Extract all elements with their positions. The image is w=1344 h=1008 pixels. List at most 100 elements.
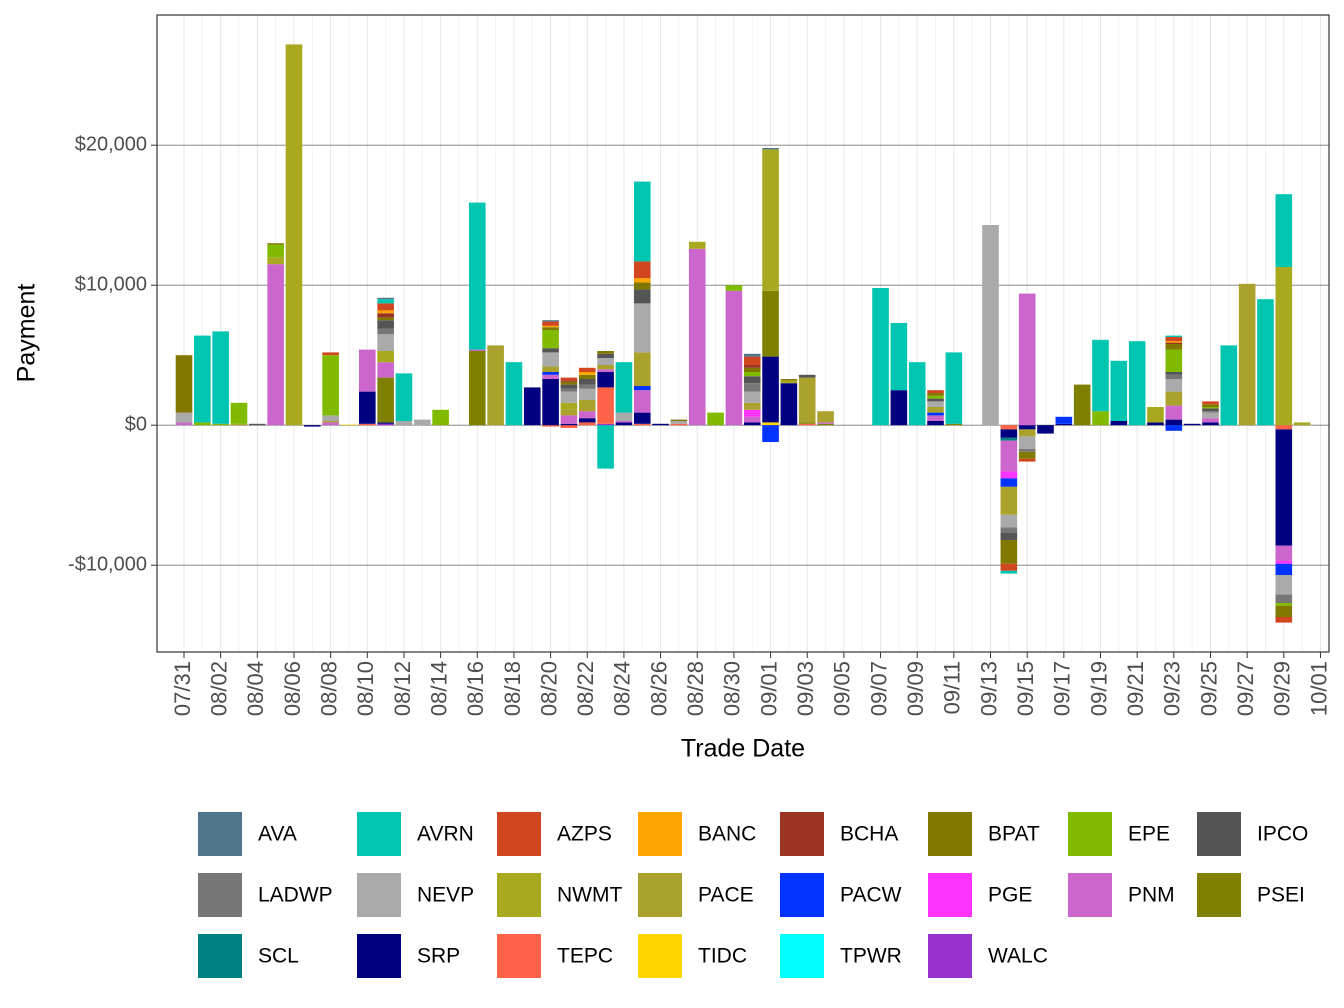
bar-segment [652,423,669,426]
bar-segment [597,351,614,354]
bar-segment [560,388,578,392]
legend: AVA AVRN AZPS BANC BCHA BPAT EPE IPCO LADWP NEVP N… [198,812,1308,978]
bar-segment [633,261,651,279]
bar-segment [377,422,394,424]
bar-segment [1275,545,1293,561]
y-axis-title: Payment [13,284,41,383]
bar-segment [175,412,193,423]
bar-segment [1073,384,1091,426]
bar-segment [212,331,229,424]
bar-segment [560,402,578,410]
bar-segment [743,409,761,417]
y-tick-label: $0 [125,413,147,435]
bar-segment [597,369,614,372]
bar-segment [597,423,614,426]
bar-segment [1275,425,1293,430]
bar-segment [743,402,761,410]
bar-segment [1018,293,1036,426]
legend-label: PACE [698,884,754,907]
bar-segment [725,290,743,426]
bar-segment [377,351,394,363]
x-tick-label: 09/11 [940,661,965,714]
legend-key [638,873,682,917]
bar-segment [743,391,761,403]
legend-key [497,812,541,856]
bar-segment [377,299,394,304]
bar-segment [1110,421,1128,426]
bar-segment [743,376,761,384]
bar-segment [377,320,394,329]
x-tick-label: 08/22 [573,661,598,716]
bar-segment [743,372,761,377]
bar-segment [597,372,614,388]
bar-segment [633,282,651,290]
bar-segment [1275,575,1293,595]
bar-segment [1000,440,1018,472]
bar-segment [542,374,559,379]
bar-segment [890,323,908,391]
bar-segment [578,411,596,419]
bar-segment [578,372,596,375]
bar-segment [267,243,284,245]
x-tick-label: 08/18 [500,661,525,716]
bar-segment [670,421,688,424]
bar-segment [908,362,926,426]
bar-segment [798,377,816,423]
bar-segment [1000,570,1018,574]
bar-segment [230,402,248,424]
legend-label: AVRN [417,823,474,846]
x-axis-title: Trade Date [681,735,805,763]
bar-segment [377,423,394,426]
bar-segment [377,310,394,314]
legend-key [357,934,401,978]
bar-segment [817,411,834,423]
bar-segment [743,353,761,357]
bar-segment [633,181,651,262]
bar-segment [1202,408,1219,412]
bar-segment [542,327,559,330]
legend-key [198,873,242,917]
bar-segment [1275,429,1293,546]
bar-segment [377,313,394,318]
x-tick-label: 09/09 [903,661,928,716]
bar-segment [322,421,339,423]
bar-segment [633,423,651,426]
legend-label: BCHA [840,823,898,846]
y-tick-label: $20,000 [75,133,147,155]
bar-segment [578,367,596,372]
bar-segment [615,421,633,423]
bar-segment [1165,341,1183,343]
legend-key [780,812,824,856]
bar-segment [927,415,944,421]
bar-segment [743,367,761,372]
x-tick-label: 07/31 [170,661,195,716]
bar-segment [1165,374,1183,379]
bar-segment [377,362,394,378]
legend-label: EPE [1128,823,1170,846]
bar-segment [927,390,944,393]
x-tick-label: 09/23 [1160,661,1185,716]
bar-segment [1275,267,1293,426]
bar-segment [1165,349,1183,372]
x-tick-label: 08/08 [316,661,341,716]
x-tick-label: 09/17 [1050,661,1075,716]
legend-label: AZPS [557,823,612,846]
bar-segment [267,244,284,258]
bar-segment [1000,527,1018,533]
bar-segment [560,415,578,424]
bar-segment [633,278,651,283]
bar-segment [1165,425,1183,431]
bar-segment [927,412,944,416]
legend-label: AVA [258,823,297,846]
bar-segment [578,388,596,400]
bar-segment [1183,423,1201,426]
bar-segment [578,379,596,385]
legend-key [780,934,824,978]
bar-segment [1202,407,1219,409]
bar-segment [1055,416,1073,424]
x-tick-label: 08/12 [390,661,415,716]
legend-key [1068,873,1112,917]
x-tick-label: 08/26 [646,661,671,716]
bar-segment [1202,404,1219,407]
